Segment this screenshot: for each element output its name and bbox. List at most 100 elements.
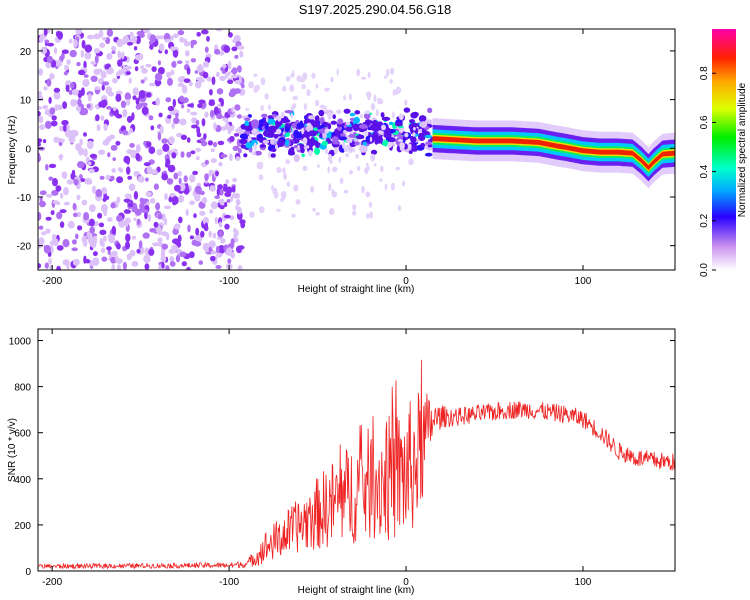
spectrogram-cell [120, 100, 127, 109]
spectrogram-cell [280, 111, 285, 119]
spectrogram-cell [378, 130, 383, 134]
spectrogram-cell [424, 134, 433, 139]
spectrogram-cell [137, 175, 145, 183]
spectrogram-cell [227, 60, 232, 70]
spectrogram-cell [214, 48, 221, 55]
spectrogram-cell [39, 124, 45, 131]
spectrogram-cell [203, 133, 207, 140]
spectrogram-cell [233, 133, 240, 137]
spectrogram-cell [115, 113, 123, 119]
spectrogram-cell [306, 89, 311, 97]
spectrogram-cell [122, 35, 129, 44]
spectrogram-cell [290, 105, 295, 111]
spectrogram-cell [177, 170, 182, 177]
spectrogram-cell [100, 247, 106, 253]
spectrogram-cell [183, 78, 191, 83]
spectrogram-cell [294, 131, 303, 139]
spectrogram-cell [59, 192, 64, 199]
spectrogram-cell [408, 143, 412, 149]
spectrogram-cell [89, 204, 96, 213]
spectrogram-cell [387, 141, 393, 148]
spectrogram-cell [92, 185, 96, 194]
ridge-band-4 [432, 134, 675, 172]
colorbar: 0.0 0.2 0.4 0.6 0.8 Normalized spectral ampl… [699, 29, 748, 277]
spectrogram-cell [209, 89, 213, 96]
spectrogram-cell [258, 138, 264, 142]
spectrogram-cell [404, 132, 409, 138]
spectrogram-cell [333, 147, 339, 155]
spectrogram-cell [237, 265, 243, 270]
spectrogram-cell [174, 223, 181, 230]
spectrogram-cell [251, 151, 256, 156]
spectrogram-cell [94, 221, 99, 227]
spectrogram-cell [309, 120, 319, 127]
spectrogram-cell [76, 61, 81, 67]
spectrogram-cell [143, 162, 151, 167]
spectrogram-cell [55, 59, 63, 67]
spectrogram-cell [339, 136, 348, 141]
spectrogram-cell [56, 104, 63, 111]
spectrogram-cell [75, 29, 83, 35]
spectrogram-cell [244, 125, 253, 132]
spectrogram-cell [186, 137, 191, 143]
spectrogram-cell [328, 186, 331, 192]
spectrogram-cell [77, 161, 85, 169]
spectrogram-cell [194, 70, 199, 74]
spectrogram-cell [126, 115, 133, 123]
spectrogram-cell [167, 114, 172, 119]
spectrogram-y-ticks: -20 -10 0 10 20 [17, 47, 675, 253]
spectrogram-cell [164, 38, 172, 43]
spectrogram-cell [225, 118, 229, 125]
spectrogram-cell [155, 97, 160, 106]
spectrogram-cell [252, 128, 257, 133]
spectrogram-cell [270, 148, 277, 152]
spectrogram-cell [286, 181, 290, 188]
spectrogram-cell [171, 244, 179, 252]
spectrogram-cell [171, 152, 177, 159]
spectrogram-cell [181, 261, 187, 267]
spectrogram-cell [275, 144, 278, 150]
spectrogram-cell [150, 125, 155, 131]
spectrogram-cell [64, 129, 72, 138]
spectrogram-cell [86, 140, 94, 150]
spectrogram-cell [411, 147, 418, 152]
spectrogram-cell [116, 215, 123, 222]
spectrogram-cell [128, 183, 136, 192]
spectrogram-cell [368, 201, 372, 208]
spectrogram-cell [359, 124, 368, 129]
spectrogram-cell [131, 36, 138, 42]
spectrogram-cell [112, 78, 118, 84]
spectrogram-cell [189, 174, 196, 183]
spectrogram-cell [353, 116, 360, 124]
spectrogram-cell [102, 235, 107, 242]
spectrogram-cell [244, 117, 251, 122]
spectrogram-cell [102, 36, 107, 41]
spectrogram-cell [68, 38, 73, 44]
spectrogram-cell [153, 183, 159, 190]
spectrogram-cell [111, 225, 117, 235]
spectrogram-cell [71, 239, 77, 245]
spectrogram-cell [224, 214, 231, 219]
spectrogram-cell [240, 83, 245, 89]
spectrogram-cell [146, 141, 152, 148]
spectrogram-cell [213, 122, 217, 130]
spectrogram-cell [381, 124, 386, 131]
spectrogram-cell [219, 75, 226, 82]
spectrogram-cell [198, 63, 203, 70]
spectrogram-cell [177, 82, 185, 87]
spectrogram-cell [259, 144, 266, 148]
spectrogram-cell [139, 197, 145, 203]
spectrogram-cell [249, 82, 254, 89]
x-tick-label: -200 [42, 577, 62, 588]
spectrogram-cell [222, 64, 227, 69]
spectrogram-cell [77, 225, 83, 231]
spectrogram-cell [240, 221, 246, 229]
spectrogram-cell [220, 154, 228, 158]
spectrogram-cell [226, 71, 231, 77]
spectrogram-cell [410, 135, 415, 142]
spectrogram-cell [93, 33, 101, 40]
spectrogram-cell [167, 164, 176, 173]
spectrogram-cell [93, 48, 101, 54]
spectrogram-cell [198, 99, 206, 104]
spectrogram-cell [38, 142, 41, 147]
